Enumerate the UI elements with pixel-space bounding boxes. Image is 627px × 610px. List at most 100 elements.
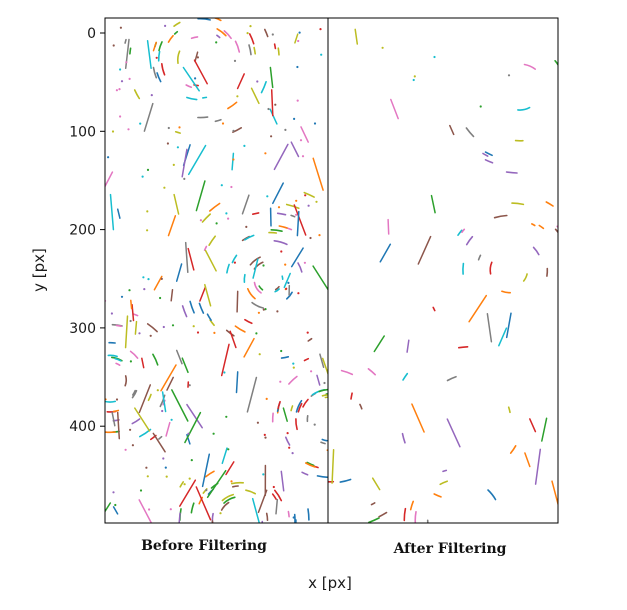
track-segment (280, 470, 285, 492)
track-point (183, 483, 186, 486)
track-point (264, 308, 267, 311)
track-segment (209, 202, 221, 212)
track-point (178, 126, 181, 129)
track-segment (242, 426, 243, 437)
track-point (145, 466, 148, 469)
track-segment (221, 493, 234, 502)
track-segment (566, 51, 571, 58)
track-point (246, 31, 249, 35)
track-segment (465, 235, 474, 246)
track-segment (202, 96, 208, 99)
track-segment (211, 512, 214, 523)
track-segment (272, 182, 284, 205)
track-point (287, 281, 290, 284)
track-segment (368, 517, 380, 523)
track-segment (269, 108, 278, 125)
track-segment (303, 357, 310, 362)
track-segment (112, 506, 119, 515)
track-point (263, 433, 266, 436)
track-segment (531, 223, 536, 227)
track-point (141, 175, 144, 178)
track-point (147, 278, 150, 281)
track-segment (111, 411, 116, 427)
track-segment (285, 203, 300, 210)
track-segment (167, 34, 174, 43)
track-segment (178, 512, 181, 523)
track-point (299, 139, 303, 142)
track-segment (251, 301, 264, 309)
track-point (323, 381, 326, 385)
track-point (131, 444, 134, 447)
track-segment (576, 109, 578, 114)
track-point (188, 384, 191, 387)
track-point (162, 325, 165, 329)
track-point (107, 156, 110, 159)
track-segment (115, 362, 121, 366)
track-point (310, 370, 313, 373)
track-segment (150, 434, 157, 441)
track-segment (270, 229, 283, 232)
track-segment (201, 453, 211, 488)
track-segment (153, 275, 163, 291)
track-segment (334, 291, 336, 299)
track-point (284, 128, 287, 131)
track-segment (484, 159, 494, 164)
track-segment (290, 247, 304, 268)
track-point (293, 117, 296, 120)
track-segment (287, 510, 290, 518)
track-segment (220, 501, 230, 511)
track-segment (275, 498, 279, 515)
track-point (318, 234, 321, 237)
track-segment (170, 288, 174, 302)
track-segment (175, 6, 185, 10)
track-point (172, 163, 175, 166)
track-segment (493, 214, 508, 219)
track-segment (316, 475, 328, 479)
track-segment (179, 479, 197, 507)
track-point (110, 312, 113, 315)
track-point (381, 46, 384, 49)
track-point (276, 310, 279, 313)
track-point (155, 56, 158, 59)
track-point (298, 31, 301, 34)
track-segment (541, 417, 548, 442)
track-point (225, 212, 228, 215)
track-segment (305, 462, 316, 468)
track-segment (595, 50, 599, 58)
track-segment (186, 96, 198, 101)
track-segment (161, 63, 166, 76)
track-segment (554, 228, 558, 234)
track-segment (270, 89, 274, 117)
y-tick-label: 0 (87, 26, 96, 42)
track-segment (181, 357, 189, 374)
track-point (148, 508, 151, 511)
track-point (307, 204, 310, 207)
track-segment (189, 300, 195, 314)
track-segment (320, 441, 326, 445)
plot-frame-right (327, 17, 559, 524)
track-segment (359, 403, 363, 410)
track-segment (87, 435, 90, 436)
track-segment (269, 66, 274, 89)
track-segment (216, 34, 221, 39)
track-segment (280, 356, 290, 359)
track-segment (562, 409, 563, 415)
track-point (245, 225, 248, 228)
track-segment (223, 496, 236, 504)
track-point (150, 94, 153, 97)
track-segment (339, 439, 343, 441)
track-segment (235, 371, 239, 394)
track-segment (190, 14, 197, 15)
panel-before-filtering (87, 6, 343, 524)
track-segment (487, 530, 488, 533)
track-point (187, 432, 190, 435)
track-segment (248, 33, 255, 45)
track-segment (580, 33, 583, 37)
caption-after-filtering: After Filtering (393, 541, 507, 557)
track-point (138, 332, 141, 335)
track-segment (446, 418, 461, 448)
track-segment (211, 520, 214, 523)
track-point (279, 380, 282, 383)
track-point (143, 288, 146, 291)
track-segment (370, 502, 376, 506)
